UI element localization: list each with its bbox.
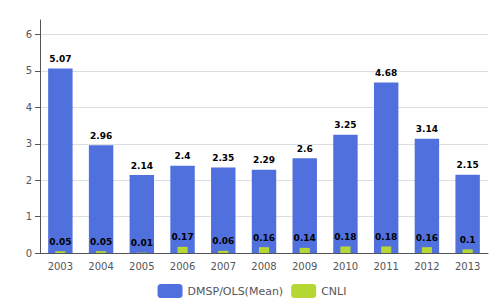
- svg-text:5: 5: [26, 65, 32, 76]
- svg-text:2011: 2011: [373, 261, 398, 272]
- svg-text:2009: 2009: [292, 261, 317, 272]
- svg-text:2.96: 2.96: [90, 131, 112, 141]
- svg-text:2.35: 2.35: [212, 153, 234, 163]
- svg-text:0.16: 0.16: [416, 233, 438, 243]
- svg-text:5.07: 5.07: [49, 54, 71, 64]
- svg-text:2.15: 2.15: [457, 160, 479, 170]
- svg-text:2008: 2008: [251, 261, 276, 272]
- svg-text:0.14: 0.14: [294, 233, 316, 243]
- svg-text:2005: 2005: [129, 261, 154, 272]
- svg-text:2006: 2006: [170, 261, 195, 272]
- svg-text:2.4: 2.4: [175, 151, 191, 161]
- svg-text:3.25: 3.25: [334, 120, 356, 130]
- svg-text:4: 4: [26, 102, 32, 113]
- svg-text:3: 3: [26, 138, 32, 149]
- svg-text:2012: 2012: [414, 261, 439, 272]
- svg-text:0.05: 0.05: [90, 237, 112, 247]
- svg-text:4.68: 4.68: [375, 68, 397, 78]
- svg-text:3.14: 3.14: [416, 124, 438, 134]
- svg-text:2.14: 2.14: [131, 161, 153, 171]
- svg-text:2003: 2003: [48, 261, 73, 272]
- svg-text:2.6: 2.6: [297, 144, 313, 154]
- svg-text:2: 2: [26, 175, 32, 186]
- svg-text:0.18: 0.18: [375, 232, 397, 242]
- svg-text:0.18: 0.18: [334, 232, 356, 242]
- svg-text:0.05: 0.05: [49, 237, 71, 247]
- svg-text:0: 0: [26, 248, 32, 259]
- svg-text:2.29: 2.29: [253, 155, 275, 165]
- svg-text:6: 6: [26, 29, 32, 40]
- svg-text:0.1: 0.1: [460, 235, 476, 245]
- svg-text:0.01: 0.01: [131, 238, 153, 248]
- svg-text:0.06: 0.06: [212, 236, 234, 246]
- svg-text:2013: 2013: [455, 261, 480, 272]
- svg-text:0.17: 0.17: [171, 232, 193, 242]
- svg-text:CNLI: CNLI: [321, 285, 346, 298]
- svg-text:0.16: 0.16: [253, 233, 275, 243]
- svg-text:2004: 2004: [88, 261, 113, 272]
- svg-text:2007: 2007: [211, 261, 236, 272]
- svg-text:2010: 2010: [333, 261, 358, 272]
- svg-text:1: 1: [26, 211, 32, 222]
- svg-text:DMSP/OLS(Mean): DMSP/OLS(Mean): [188, 285, 284, 298]
